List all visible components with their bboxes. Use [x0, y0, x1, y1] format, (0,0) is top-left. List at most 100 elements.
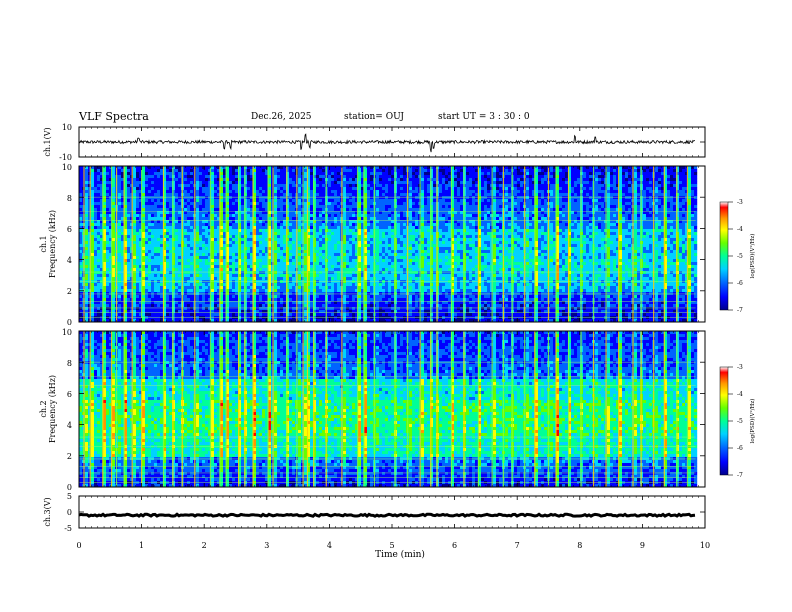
ch1-spectrogram-cell: [259, 232, 262, 235]
ch1-spectrogram-cell: [199, 232, 202, 235]
ch1-spectrogram-cell: [235, 292, 238, 295]
ch1-spectrogram-cell: [151, 286, 154, 289]
ch1-spectrogram-cell: [178, 304, 181, 307]
ch1-spectrogram-cell: [133, 277, 136, 280]
ch1-spectrogram-cell: [178, 307, 181, 310]
ch1-spectrogram-cell: [154, 292, 157, 295]
ch1-spectrogram-cell: [145, 277, 148, 280]
ch1-spectrogram-cell: [235, 223, 238, 226]
ch1-spectrogram-cell: [97, 289, 100, 292]
ch1-spectrogram-cell: [241, 313, 244, 316]
ch1-spectrogram-cell: [103, 217, 106, 220]
ch1-spectrogram-cell: [151, 268, 154, 271]
ch1-spectrogram-cell: [133, 199, 136, 202]
ch1-spectrogram-cell: [211, 313, 214, 316]
ch1-spectrogram-cell: [112, 208, 115, 211]
ch1-spectrogram-cell: [256, 214, 259, 217]
ch1-spectrogram-cell: [127, 229, 130, 232]
ch1-spectrogram-cell: [94, 271, 97, 274]
ch1-spectrogram-cell: [196, 274, 199, 277]
ch1-spectrogram-cell: [232, 265, 235, 268]
ch1-spectrogram-cell: [190, 250, 193, 253]
ch1-spectrogram-cell: [241, 286, 244, 289]
ch1-spectrogram-cell: [160, 175, 163, 178]
ch1-spectrogram-cell: [196, 235, 199, 238]
ch1-spectrogram-cell: [184, 196, 187, 199]
ch1-spectrogram-cell: [259, 256, 262, 259]
ch1-spectrogram-cell: [112, 250, 115, 253]
ch1-spectrogram-cell: [235, 298, 238, 301]
ch1-spectrogram-cell: [106, 199, 109, 202]
ch1-spectrogram-cell: [274, 169, 277, 172]
ch1-spectrogram-cell: [97, 274, 100, 277]
ch1-spectrogram-cell: [256, 265, 259, 268]
ch1-spectrogram-cell: [262, 247, 265, 250]
ch1-spectrogram-cell: [97, 178, 100, 181]
ch1-spectrogram-cell: [136, 238, 139, 241]
ch1-spectrogram-cell: [136, 226, 139, 229]
ch1-spectrogram-cell: [97, 265, 100, 268]
ch1-spectrogram-cell: [157, 169, 160, 172]
ch1-spectrogram-cell: [184, 238, 187, 241]
ch1-spectrogram-cell: [118, 259, 121, 262]
ch1-spectrogram-cell: [151, 187, 154, 190]
ch1-spectrogram-cell: [106, 193, 109, 196]
ch1-spectrogram-cell: [274, 235, 277, 238]
ch1-spectrogram-cell: [274, 298, 277, 301]
ch1-spectrogram-cell: [274, 196, 277, 199]
ch1-spectrogram-cell: [229, 208, 232, 211]
ch1-spectrogram-cell: [85, 217, 88, 220]
ch1-spectrogram-cell: [187, 205, 190, 208]
ch1-spectrogram-cell: [91, 193, 94, 196]
ch1-spectrogram-cell: [118, 232, 121, 235]
ch1-spectrogram-cell: [112, 292, 115, 295]
ch1-spectrogram-cell: [262, 184, 265, 187]
ch1-spectrogram-cell: [211, 223, 214, 226]
ch1-spectrogram-cell: [214, 181, 217, 184]
ch1-spectrogram-cell: [106, 169, 109, 172]
ch1-spectrogram-cell: [187, 181, 190, 184]
ch1-spectrogram-cell: [127, 307, 130, 310]
ch1-spectrogram-cell: [259, 169, 262, 172]
ch1-spectrogram-cell: [103, 175, 106, 178]
ch1-spectrogram-cell: [214, 274, 217, 277]
ch1-spectrogram-cell: [142, 175, 145, 178]
ch1-spectrogram-cell: [274, 199, 277, 202]
ch1-spectrogram-cell: [91, 199, 94, 202]
ch1-spectrogram-cell: [85, 229, 88, 232]
ch1-spectrogram-cell: [235, 190, 238, 193]
ch1-spectrogram-cell: [262, 268, 265, 271]
ch1-spectrogram-cell: [256, 175, 259, 178]
ch1-waveform-panel: 10 -10 ch.1(V): [43, 123, 705, 162]
ch1-spectrogram-cell: [241, 187, 244, 190]
ch1-spectrogram-cell: [142, 172, 145, 175]
ch1-spectrogram-cell: [106, 289, 109, 292]
ch1-spectrogram-cell: [262, 223, 265, 226]
ch1-spectrogram-cell: [262, 259, 265, 262]
ch1-spectrogram-cell: [205, 208, 208, 211]
ch1-spectrogram-cell: [196, 247, 199, 250]
ch1-spectrogram-cell: [232, 256, 235, 259]
ch1-spectrogram-cell: [118, 196, 121, 199]
ch1-spectrogram-cell: [262, 172, 265, 175]
ch1-spectrogram-cell: [247, 268, 250, 271]
ch1-spectrogram-cell: [256, 199, 259, 202]
ch1-spectrogram-cell: [169, 268, 172, 271]
ch1-spectrogram-cell: [178, 181, 181, 184]
ch1-spectrogram-cell: [187, 250, 190, 253]
ch1-spectrogram-cell: [136, 181, 139, 184]
ch1-spectrogram-cell: [220, 190, 223, 193]
ch1-spectrogram-cell: [262, 265, 265, 268]
ch1-spectrogram-cell: [184, 274, 187, 277]
ch1-spectrogram-cell: [259, 172, 262, 175]
ch1-spectrogram-cell: [277, 190, 280, 193]
ch1-spectrogram-cell: [202, 208, 205, 211]
ch1-spectrogram-cell: [154, 202, 157, 205]
ch1-spectrogram-cell: [85, 289, 88, 292]
ch1-spectrogram-cell: [85, 304, 88, 307]
ch1-spectrogram-cell: [148, 286, 151, 289]
ch1-spectrogram-cell: [178, 193, 181, 196]
ch1-spectrogram-cell: [97, 241, 100, 244]
ch1-spectrogram-cell: [85, 205, 88, 208]
ch1-spectrogram-cell: [247, 253, 250, 256]
